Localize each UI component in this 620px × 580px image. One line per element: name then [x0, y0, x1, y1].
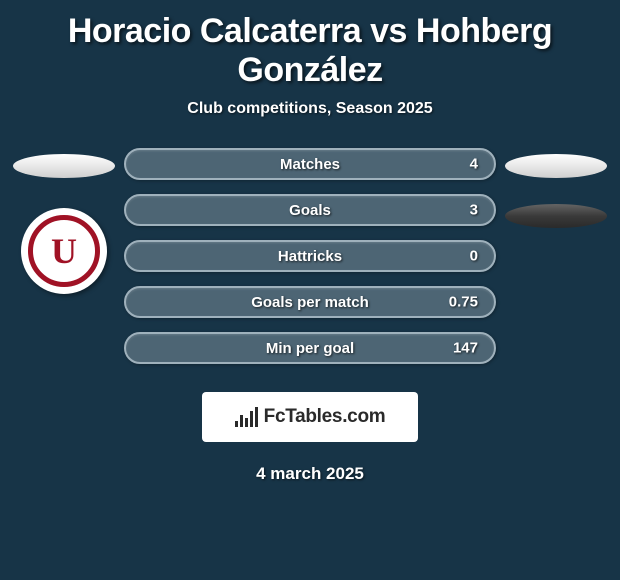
- stat-bars: Matches 4 Goals 3 Hattricks 0 Goals per …: [120, 148, 500, 364]
- stat-row-hattricks: Hattricks 0: [124, 240, 496, 272]
- stat-label: Matches: [280, 156, 340, 173]
- club-badge-ring: U: [28, 215, 100, 287]
- stat-row-matches: Matches 4: [124, 148, 496, 180]
- country-flag-right-a: [505, 154, 607, 178]
- page-title: Horacio Calcaterra vs Hohberg González: [0, 8, 620, 100]
- stat-value: 147: [453, 340, 478, 357]
- country-flag-left: [13, 154, 115, 178]
- stat-value: 3: [470, 202, 478, 219]
- stat-row-min-per-goal: Min per goal 147: [124, 332, 496, 364]
- bar-chart-icon: [235, 407, 258, 427]
- site-logo[interactable]: FcTables.com: [202, 392, 418, 442]
- stat-label: Goals: [289, 202, 331, 219]
- stat-label: Hattricks: [278, 248, 342, 265]
- left-player-column: U: [8, 148, 120, 364]
- stat-label: Goals per match: [251, 294, 369, 311]
- stat-value: 0: [470, 248, 478, 265]
- stat-row-goals-per-match: Goals per match 0.75: [124, 286, 496, 318]
- subtitle: Club competitions, Season 2025: [0, 100, 620, 148]
- date-text: 4 march 2025: [0, 464, 620, 484]
- stat-value: 4: [470, 156, 478, 173]
- stat-value: 0.75: [449, 294, 478, 311]
- country-flag-right-b: [505, 204, 607, 228]
- stats-section: U Matches 4 Goals 3 Hattricks 0 Goals pe…: [0, 148, 620, 364]
- club-badge-left: U: [21, 208, 107, 294]
- stat-label: Min per goal: [266, 340, 354, 357]
- right-player-column: [500, 148, 612, 364]
- comparison-card: Horacio Calcaterra vs Hohberg González C…: [0, 0, 620, 484]
- stat-row-goals: Goals 3: [124, 194, 496, 226]
- club-badge-letter: U: [51, 230, 77, 272]
- site-logo-text: FcTables.com: [264, 406, 386, 428]
